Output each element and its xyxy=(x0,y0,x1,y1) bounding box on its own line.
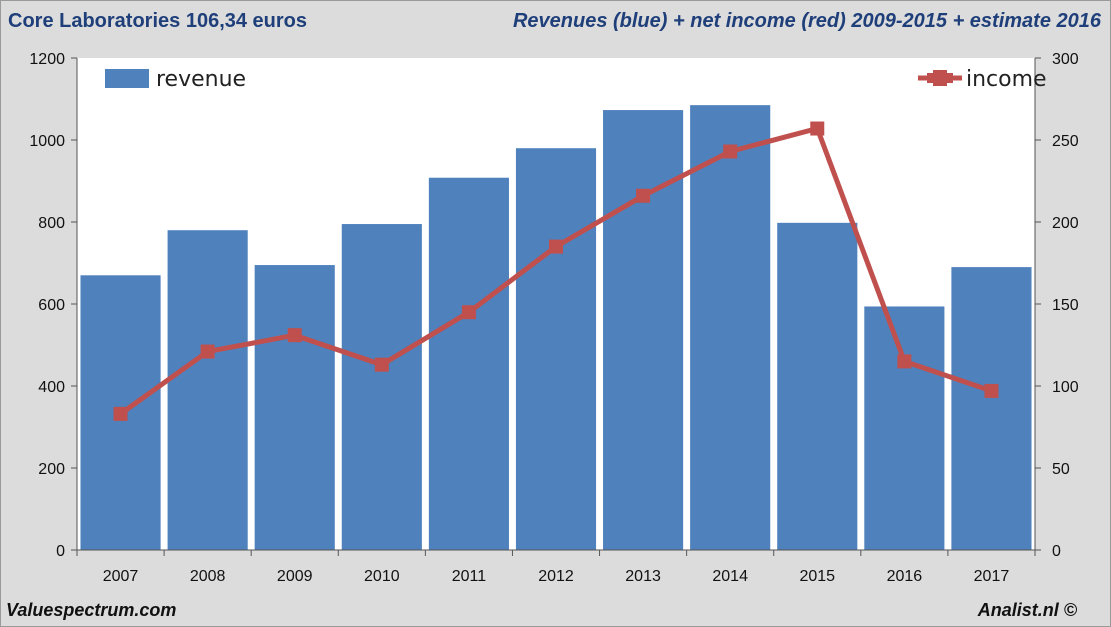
y-left-tick-label: 0 xyxy=(56,543,65,560)
y-left-tick-label: 1000 xyxy=(29,133,65,150)
income-point-2007 xyxy=(113,406,128,421)
chart-title: Core Laboratories 106,34 euros xyxy=(8,10,308,32)
x-tick-label: 2008 xyxy=(190,568,226,585)
revenue-bar-2011 xyxy=(428,177,509,550)
income-point-2012 xyxy=(549,239,563,254)
y-right-tick-label: 200 xyxy=(1052,215,1079,232)
y-right-tick-label: 50 xyxy=(1052,461,1070,478)
y-left-tick-label: 600 xyxy=(38,297,65,314)
copyright-credit: Analist.nl © xyxy=(977,600,1077,620)
source-credit: Valuespectrum.com xyxy=(6,600,177,620)
x-tick-label: 2009 xyxy=(277,568,313,585)
x-tick-label: 2014 xyxy=(712,568,748,585)
legend-revenue-swatch xyxy=(105,69,149,88)
x-tick-label: 2011 xyxy=(452,568,487,585)
y-left-tick-label: 800 xyxy=(38,215,65,232)
x-tick-label: 2016 xyxy=(887,568,923,585)
revenue-bar-2008 xyxy=(167,230,248,550)
y-right-tick-label: 100 xyxy=(1052,379,1079,396)
revenue-bar-2012 xyxy=(515,148,597,550)
legend-revenue-label: revenue xyxy=(156,67,246,92)
income-point-2010 xyxy=(374,357,389,372)
chart-subtitle: Revenues (blue) + net income (red) 2009-… xyxy=(512,10,1101,32)
income-point-2011 xyxy=(461,305,476,320)
revenue-bar-2013 xyxy=(603,110,684,550)
income-point-2016 xyxy=(897,354,912,369)
income-point-2013 xyxy=(636,188,651,203)
y-right-tick-label: 250 xyxy=(1052,133,1079,150)
x-tick-label: 2017 xyxy=(974,568,1010,585)
revenue-bar-2016 xyxy=(864,306,945,550)
y-left-tick-label: 400 xyxy=(38,379,65,396)
x-tick-label: 2010 xyxy=(364,568,400,585)
y-right-tick-label: 0 xyxy=(1052,543,1061,560)
revenue-bar-2009 xyxy=(254,265,335,550)
income-point-2008 xyxy=(200,344,215,359)
revenue-bar-2010 xyxy=(341,224,422,551)
y-left-tick-label: 200 xyxy=(38,461,65,478)
x-tick-label: 2012 xyxy=(538,568,574,585)
x-tick-label: 2007 xyxy=(103,568,139,585)
income-point-2017 xyxy=(984,383,999,398)
income-point-2009 xyxy=(287,328,302,343)
y-right-tick-label: 300 xyxy=(1052,51,1079,68)
revenue-bar-2017 xyxy=(951,267,1032,550)
x-tick-label: 2013 xyxy=(625,568,661,585)
income-point-2015 xyxy=(810,121,825,136)
revenue-bar-2014 xyxy=(690,105,771,551)
legend-income-label: income xyxy=(966,67,1047,92)
legend-income-marker-bar xyxy=(927,73,953,83)
income-point-2014 xyxy=(723,144,738,159)
revenue-bar-2015 xyxy=(777,222,858,550)
y-left-tick-label: 1200 xyxy=(29,51,65,68)
x-tick-label: 2015 xyxy=(799,568,835,585)
y-right-tick-label: 150 xyxy=(1052,297,1079,314)
